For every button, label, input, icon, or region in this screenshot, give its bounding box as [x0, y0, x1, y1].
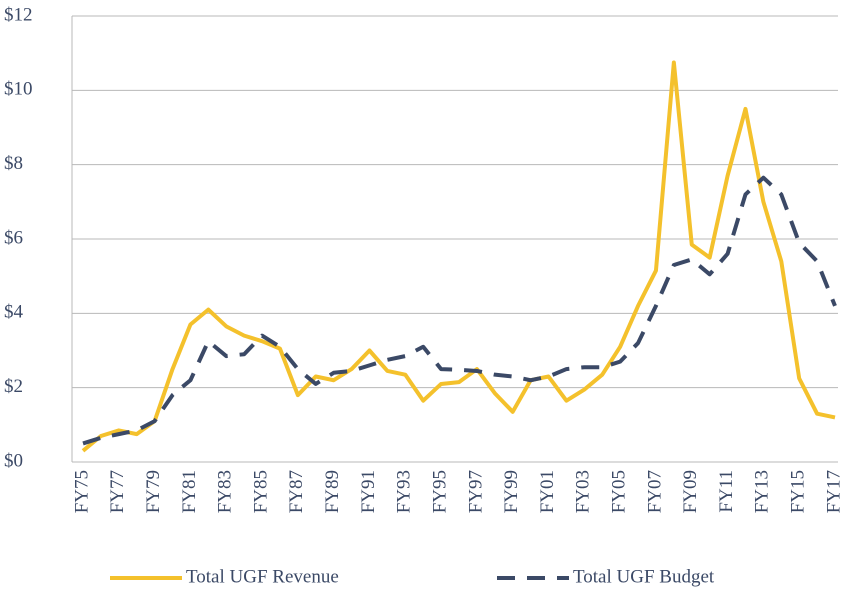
legend-label: Total UGF Budget [573, 566, 715, 587]
legend-label: Total UGF Revenue [186, 566, 339, 587]
x-tick-label: FY87 [286, 470, 307, 513]
x-tick-label: FY75 [71, 470, 92, 513]
x-tick-label: FY83 [215, 470, 236, 513]
x-tick-label: FY13 [752, 470, 773, 513]
x-tick-label: FY05 [609, 470, 630, 513]
y-tick-label: $8 [4, 153, 23, 174]
x-tick-label: FY07 [644, 470, 665, 513]
x-tick-label: FY93 [394, 470, 415, 513]
legend-item: Total UGF Budget [497, 566, 715, 587]
x-tick-label: FY91 [358, 470, 379, 513]
y-tick-label: $6 [4, 227, 23, 248]
x-tick-label: FY77 [107, 470, 128, 513]
x-tick-label: FY95 [429, 470, 450, 513]
x-tick-label: FY81 [179, 470, 200, 513]
x-tick-label: FY85 [250, 470, 271, 513]
x-tick-label: FY15 [788, 470, 809, 513]
y-tick-label: $10 [4, 79, 33, 100]
x-tick-label: FY17 [823, 470, 844, 513]
x-tick-label: FY11 [716, 470, 737, 513]
x-tick-label: FY03 [573, 470, 594, 513]
x-tick-label: FY89 [322, 470, 343, 513]
legend-item: Total UGF Revenue [110, 566, 339, 587]
series-line [81, 60, 836, 453]
x-tick-label: FY97 [465, 470, 486, 513]
series-line [82, 175, 837, 446]
y-tick-label: $4 [4, 302, 24, 323]
x-tick-label: FY79 [143, 470, 164, 513]
y-tick-label: $0 [4, 450, 23, 471]
x-tick-label: FY09 [680, 470, 701, 513]
x-tick-label: FY99 [501, 470, 522, 513]
x-tick-label: FY01 [537, 470, 558, 513]
y-tick-label: $12 [4, 4, 33, 25]
y-tick-label: $2 [4, 376, 23, 397]
